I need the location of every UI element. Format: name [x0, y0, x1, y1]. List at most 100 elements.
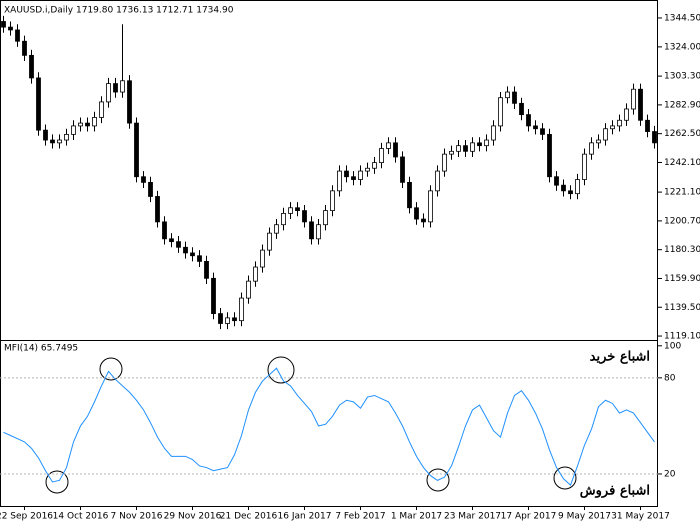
candle-body — [43, 129, 48, 141]
candle-body — [253, 266, 258, 282]
candle-body — [57, 139, 62, 144]
candle-body — [358, 170, 363, 180]
candle-body — [512, 91, 517, 104]
y-tick-label: 20 — [664, 469, 676, 479]
candle-body — [589, 142, 594, 155]
candle-body — [449, 150, 454, 155]
candle-body — [596, 139, 601, 144]
candle-body — [8, 26, 13, 31]
y-tick-label: 100 — [664, 341, 681, 351]
candle-body — [554, 176, 559, 186]
candle-body — [64, 133, 69, 141]
candle-body — [190, 252, 195, 257]
candle-body — [400, 156, 405, 183]
oversold-label: اشباع فروش — [580, 484, 650, 499]
candle-body — [113, 83, 118, 93]
x-tick-label: 7 Feb 2017 — [335, 512, 385, 522]
y-tick-label: 1119.10 — [664, 332, 700, 342]
candle-body — [274, 224, 279, 234]
candle-body — [386, 142, 391, 149]
candle-body — [22, 40, 27, 56]
candle-body — [260, 249, 265, 268]
candle-body — [92, 117, 97, 127]
candle-body — [624, 108, 629, 121]
candle-body — [414, 207, 419, 220]
price-panel — [0, 0, 658, 341]
candle-body — [316, 224, 321, 240]
y-tick-label: 1200.70 — [664, 216, 700, 226]
y-tick-label: 80 — [664, 373, 676, 383]
candle-body — [15, 29, 20, 42]
circle — [99, 357, 123, 381]
candle-body — [498, 97, 503, 127]
candle-body — [232, 317, 237, 322]
candle-body — [533, 125, 538, 130]
y-tick-label: 1180.30 — [664, 245, 700, 255]
candle-body — [526, 114, 531, 127]
candle-body — [603, 128, 608, 141]
y-tick-label: 1242.10 — [664, 158, 700, 168]
candle-body — [29, 54, 34, 79]
y-tick-label: 1221.10 — [664, 188, 700, 198]
price-title: XAUUSD.i,Daily 1719.80 1736.13 1712.71 1… — [4, 6, 234, 16]
candle-body — [610, 125, 615, 130]
candle-body — [197, 255, 202, 262]
candle-body — [463, 145, 468, 152]
candle-body — [652, 131, 657, 144]
candle-body — [204, 260, 209, 279]
mfi-title: MFI(14) 65.7495 — [4, 344, 78, 354]
x-tick-label: 14 Oct 2016 — [53, 512, 109, 522]
candle-body — [519, 102, 524, 116]
candle-body — [456, 145, 461, 152]
candle-body — [127, 80, 132, 124]
candle-body — [155, 196, 160, 223]
candle-body — [246, 280, 251, 299]
x-tick-label: 16 Jan 2017 — [278, 512, 332, 522]
candle-body — [162, 221, 167, 240]
circle — [45, 470, 69, 494]
candle-body — [330, 190, 335, 211]
candle-body — [211, 277, 216, 315]
candle-body — [302, 210, 307, 223]
candle-body — [638, 88, 643, 121]
candle-body — [337, 170, 342, 192]
candle-body — [344, 170, 349, 178]
candle-body — [36, 77, 41, 131]
y-tick-label: 1262.50 — [664, 129, 700, 139]
candle-body — [120, 80, 125, 93]
candle-body — [239, 297, 244, 322]
candle-body — [568, 190, 573, 195]
candle-body — [477, 142, 482, 147]
candle-body — [50, 139, 55, 144]
x-tick-label: 7 Nov 2016 — [111, 512, 163, 522]
candle-body — [281, 213, 286, 226]
y-tick-label: 1139.50 — [664, 303, 700, 313]
candle-body — [617, 119, 622, 127]
candle-body — [428, 190, 433, 223]
candle-body — [267, 232, 272, 251]
x-tick-label: 9 May 2017 — [558, 512, 611, 522]
candle-body — [71, 125, 76, 135]
candle-body — [85, 122, 90, 127]
candle-body — [407, 181, 412, 209]
x-tick-label: 23 Mar 2017 — [444, 512, 501, 522]
candle-body — [78, 122, 83, 127]
candle-body — [176, 241, 181, 248]
candle-body — [470, 142, 475, 152]
candle-body — [225, 317, 230, 324]
x-tick-label: 22 Sep 2016 — [0, 512, 53, 522]
candle-body — [631, 88, 636, 110]
candle-body — [393, 142, 398, 158]
candle-body — [491, 125, 496, 141]
highlight-circles — [45, 356, 577, 494]
candle-body — [645, 119, 650, 132]
candle-body — [484, 139, 489, 147]
x-tick-label: 1 Mar 2017 — [391, 512, 442, 522]
candle-body — [169, 238, 174, 243]
y-tick-label: 1303.30 — [664, 72, 700, 82]
candle-body — [141, 176, 146, 183]
candle-body — [561, 184, 566, 192]
candle-body — [134, 122, 139, 178]
